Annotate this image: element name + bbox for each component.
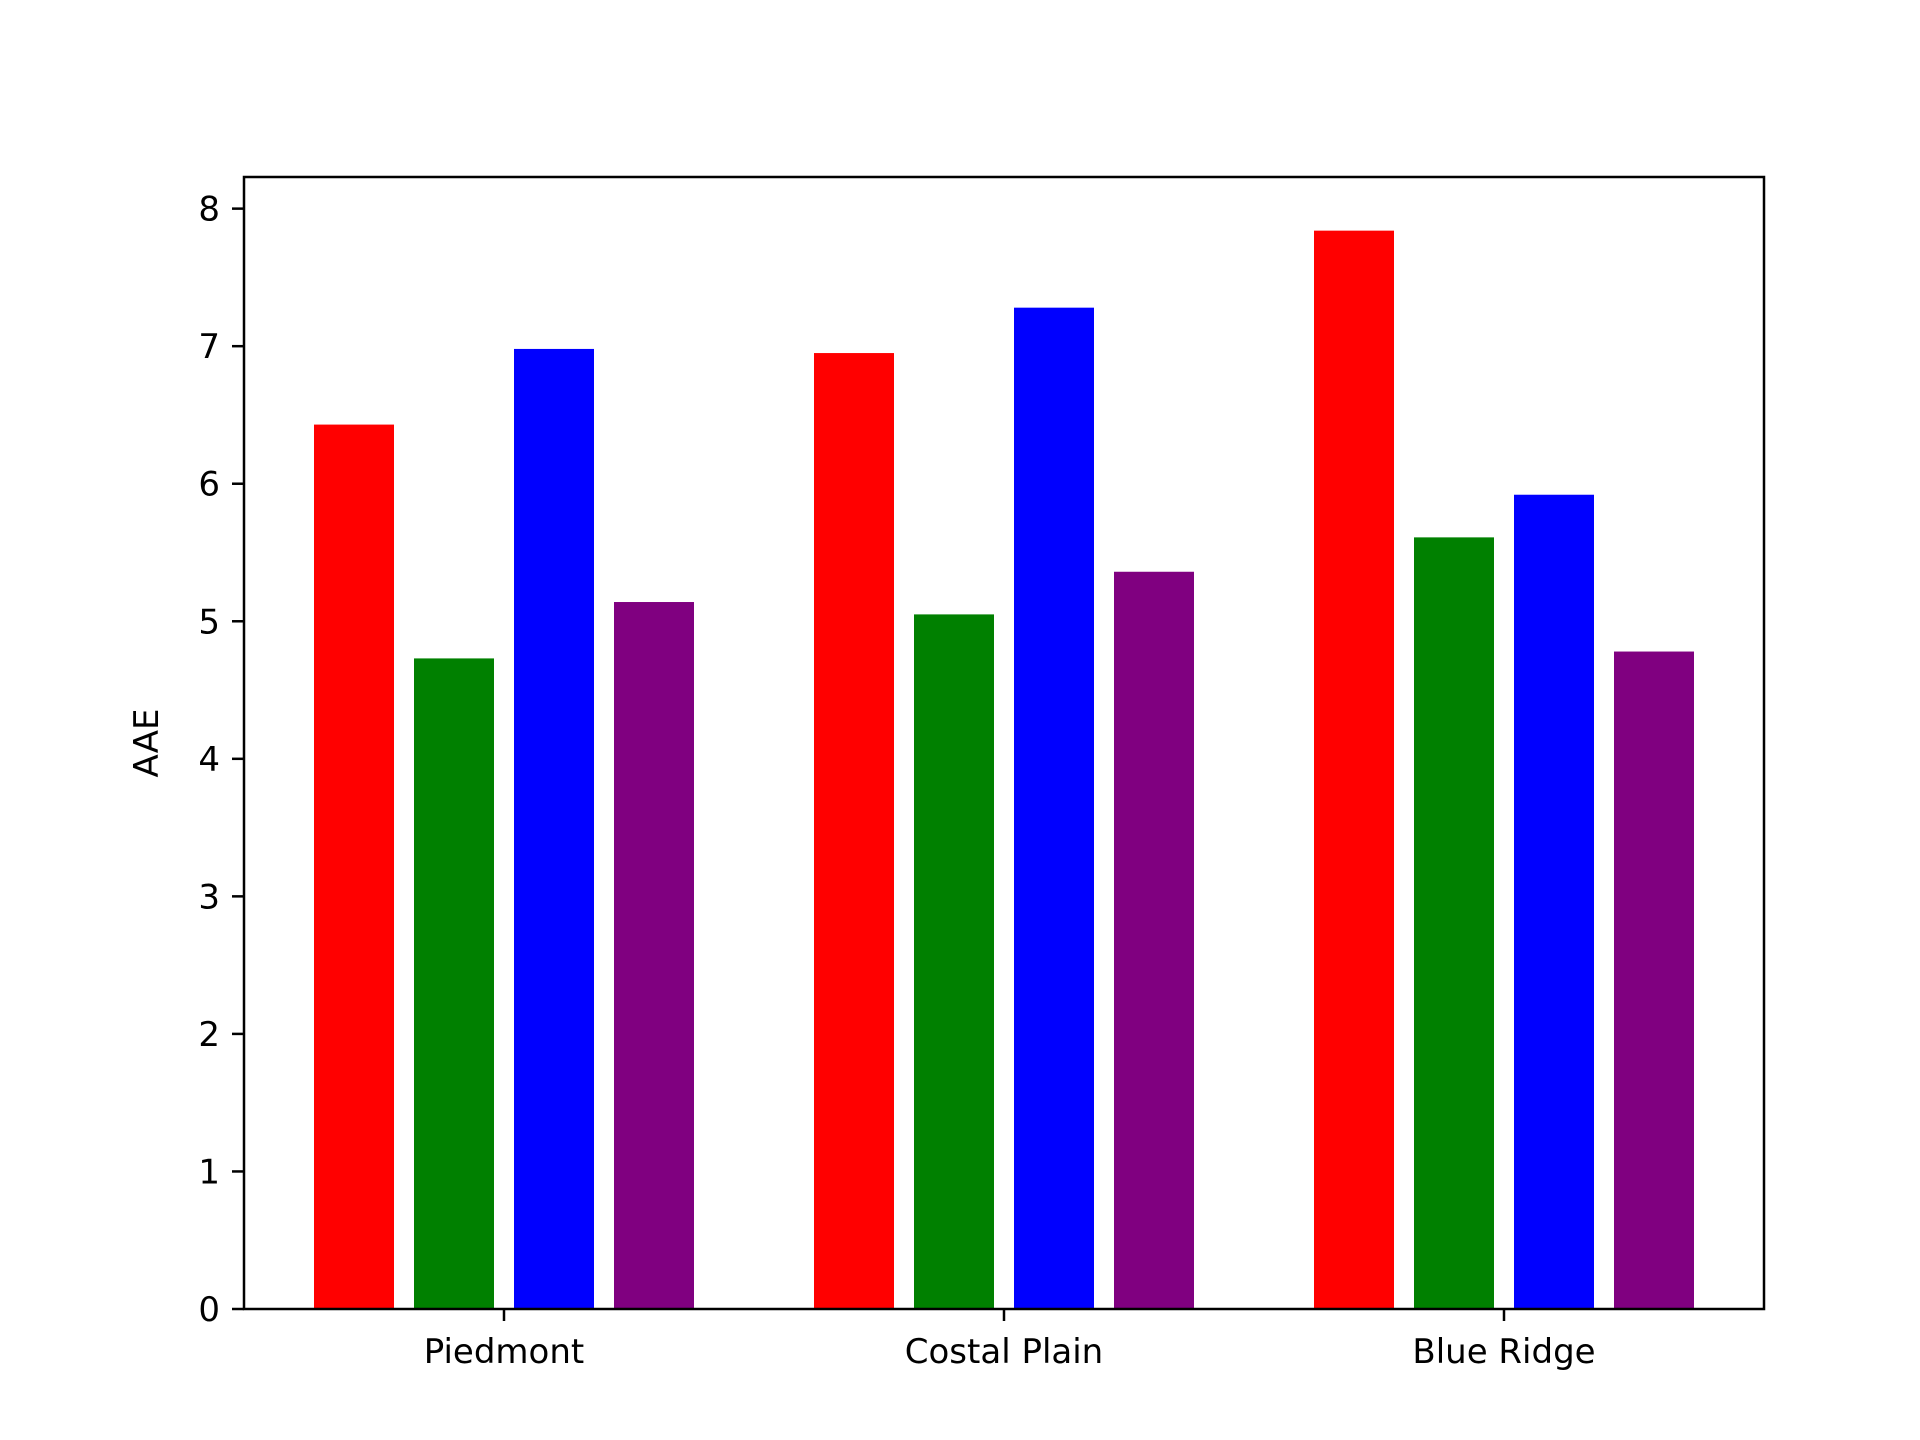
x-tick-label-blue-ridge: Blue Ridge (1412, 1332, 1595, 1372)
bar-blue-ridge-series-1 (1314, 230, 1394, 1309)
y-tick-label: 1 (198, 1152, 220, 1192)
y-tick-label: 8 (198, 190, 220, 230)
y-axis-label: AAE (127, 709, 167, 778)
bar-blue-ridge-series-4 (1614, 651, 1694, 1309)
bar-blue-ridge-series-3 (1514, 494, 1594, 1310)
bar-piedmont-series-4 (614, 602, 694, 1309)
bar-costal-plain-series-3 (1014, 307, 1094, 1309)
bar-costal-plain-series-4 (1114, 571, 1194, 1309)
bar-blue-ridge-series-2 (1414, 537, 1494, 1309)
x-tick-label-costal-plain: Costal Plain (905, 1332, 1103, 1372)
bar-piedmont-series-2 (414, 658, 494, 1309)
x-axis-ticks: Piedmont Costal Plain Blue Ridge (424, 1309, 1596, 1372)
bar-costal-plain-series-1 (814, 353, 894, 1309)
bars-group (314, 230, 1694, 1310)
bar-piedmont-series-3 (514, 348, 594, 1309)
y-tick-label: 0 (198, 1290, 220, 1330)
bar-piedmont-series-1 (314, 424, 394, 1309)
y-tick-label: 4 (198, 740, 220, 780)
bar-costal-plain-series-2 (914, 614, 994, 1309)
x-tick-label-piedmont: Piedmont (424, 1332, 585, 1372)
plot-frame (242, 175, 1766, 1311)
y-tick-label: 7 (198, 327, 220, 367)
y-tick-label: 3 (198, 877, 220, 917)
y-tick-label: 6 (198, 465, 220, 505)
y-tick-label: 5 (198, 602, 220, 642)
y-axis-ticks: 0 1 2 3 4 5 6 7 8 (198, 190, 244, 1330)
y-tick-label: 2 (198, 1015, 220, 1055)
